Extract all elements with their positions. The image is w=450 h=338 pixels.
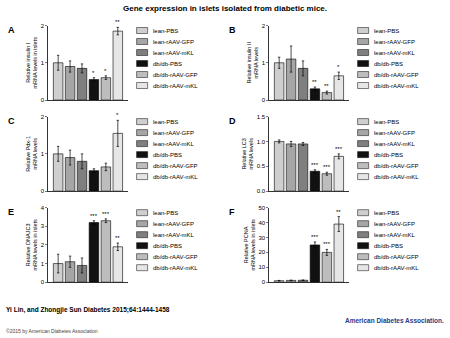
svg-text:Relative Pdx-1mRNA levels: Relative Pdx-1mRNA levels xyxy=(25,136,38,172)
svg-text:B: B xyxy=(229,25,236,35)
svg-text:20: 20 xyxy=(259,249,266,255)
svg-text:lean-PBS: lean-PBS xyxy=(153,210,178,216)
svg-text:db/db-rAAV-mKL: db/db-rAAV-mKL xyxy=(153,174,198,180)
svg-text:lean-rAAV-GFP: lean-rAAV-GFP xyxy=(153,221,194,227)
svg-text:db/db-rAAV-GFP: db/db-rAAV-GFP xyxy=(153,72,198,78)
svg-text:lean-PBS: lean-PBS xyxy=(153,119,178,125)
svg-text:lean-PBS: lean-PBS xyxy=(153,28,178,34)
svg-text:db/db-rAAV-mKL: db/db-rAAV-mKL xyxy=(374,174,419,180)
svg-text:db/db-PBS: db/db-PBS xyxy=(374,243,403,249)
svg-text:Relative PCNAmRNA levels in is: Relative PCNAmRNA levels in islets xyxy=(243,219,256,271)
svg-text:**: ** xyxy=(336,209,341,215)
svg-text:***: *** xyxy=(323,164,331,170)
svg-text:**: ** xyxy=(115,19,120,25)
svg-text:10: 10 xyxy=(259,264,266,270)
svg-text:***: *** xyxy=(335,146,343,152)
svg-text:lean-rAAV-GFP: lean-rAAV-GFP xyxy=(374,221,415,227)
svg-text:0.0: 0.0 xyxy=(257,188,266,194)
svg-text:lean-PBS: lean-PBS xyxy=(374,210,399,216)
svg-text:**: ** xyxy=(312,79,317,85)
svg-text:lean-rAAV-mKL: lean-rAAV-mKL xyxy=(153,232,195,238)
svg-text:lean-rAAV-mKL: lean-rAAV-mKL xyxy=(153,141,195,147)
svg-text:db/db-rAAV-GFP: db/db-rAAV-GFP xyxy=(153,254,198,260)
svg-text:©2015 by American Diabetes Ass: ©2015 by American Diabetes Association xyxy=(6,328,98,334)
svg-text:***: *** xyxy=(311,234,319,240)
svg-text:0: 0 xyxy=(262,97,266,103)
svg-text:Relative LC3mRNA levels: Relative LC3mRNA levels xyxy=(241,138,254,170)
svg-text:Yi Lin, and Zhongjie Sun Diabe: Yi Lin, and Zhongjie Sun Diabetes 2015;6… xyxy=(6,306,170,314)
svg-text:***: *** xyxy=(311,162,319,168)
svg-text:Relative insulin ImRNA levels: Relative insulin ImRNA levels in islets xyxy=(25,37,38,89)
svg-text:D: D xyxy=(229,116,236,126)
svg-text:db/db-rAAV-mKL: db/db-rAAV-mKL xyxy=(374,83,419,89)
svg-text:lean-rAAV-mKL: lean-rAAV-mKL xyxy=(153,50,195,56)
svg-text:*: * xyxy=(116,112,119,118)
svg-text:*: * xyxy=(104,68,107,74)
svg-text:db/db-PBS: db/db-PBS xyxy=(374,152,403,158)
svg-text:lean-rAAV-mKL: lean-rAAV-mKL xyxy=(374,141,416,147)
svg-text:1: 1 xyxy=(262,60,266,66)
svg-text:3: 3 xyxy=(41,223,45,229)
svg-text:***: *** xyxy=(90,213,98,219)
svg-text:**: ** xyxy=(324,83,329,89)
svg-text:1: 1 xyxy=(41,261,45,267)
svg-text:db/db-rAAV-mKL: db/db-rAAV-mKL xyxy=(153,265,198,271)
svg-text:lean-rAAV-mKL: lean-rAAV-mKL xyxy=(374,232,416,238)
svg-text:lean-rAAV-GFP: lean-rAAV-GFP xyxy=(153,39,194,45)
svg-text:db/db-PBS: db/db-PBS xyxy=(374,61,403,67)
svg-text:db/db-rAAV-GFP: db/db-rAAV-GFP xyxy=(374,254,419,260)
svg-text:0: 0 xyxy=(41,97,45,103)
svg-text:db/db-PBS: db/db-PBS xyxy=(153,243,182,249)
svg-text:Relative insulin IImRNA levels: Relative insulin IImRNA levels xyxy=(246,42,259,84)
svg-text:db/db-PBS: db/db-PBS xyxy=(153,152,182,158)
svg-text:lean-rAAV-mKL: lean-rAAV-mKL xyxy=(374,50,416,56)
svg-text:4: 4 xyxy=(41,205,45,211)
svg-text:1: 1 xyxy=(41,151,45,157)
svg-text:0: 0 xyxy=(41,279,45,285)
svg-text:A: A xyxy=(8,25,15,35)
svg-text:lean-PBS: lean-PBS xyxy=(374,119,399,125)
svg-text:30: 30 xyxy=(259,235,266,241)
svg-text:Gene expression in islets isol: Gene expression in islets isolated from … xyxy=(123,4,327,13)
svg-text:***: *** xyxy=(323,241,331,247)
svg-text:2: 2 xyxy=(41,23,45,29)
svg-text:40: 40 xyxy=(259,220,266,226)
svg-text:2: 2 xyxy=(262,23,266,29)
svg-text:American Diabetes Association.: American Diabetes Association. xyxy=(345,317,444,324)
svg-text:db/db-rAAV-mKL: db/db-rAAV-mKL xyxy=(153,83,198,89)
svg-text:1.5: 1.5 xyxy=(257,114,266,120)
svg-text:db/db-rAAV-GFP: db/db-rAAV-GFP xyxy=(153,163,198,169)
svg-text:0.5: 0.5 xyxy=(257,163,266,169)
svg-text:2: 2 xyxy=(41,114,45,120)
svg-text:**: ** xyxy=(115,235,120,241)
svg-text:F: F xyxy=(229,207,235,217)
svg-text:db/db-rAAV-GFP: db/db-rAAV-GFP xyxy=(374,72,419,78)
svg-text:0: 0 xyxy=(41,188,45,194)
svg-text:0: 0 xyxy=(262,279,266,285)
svg-text:lean-rAAV-GFP: lean-rAAV-GFP xyxy=(374,39,415,45)
svg-text:db/db-rAAV-mKL: db/db-rAAV-mKL xyxy=(374,265,419,271)
svg-text:2: 2 xyxy=(41,242,45,248)
svg-text:*: * xyxy=(92,70,95,76)
svg-text:lean-rAAV-GFP: lean-rAAV-GFP xyxy=(374,130,415,136)
svg-text:C: C xyxy=(8,116,15,126)
svg-text:1.0: 1.0 xyxy=(257,139,266,145)
svg-text:50: 50 xyxy=(259,205,266,211)
svg-text:E: E xyxy=(8,207,14,217)
svg-text:lean-PBS: lean-PBS xyxy=(374,28,399,34)
svg-text:1: 1 xyxy=(41,60,45,66)
svg-text:Relative DNAJC3mRNA levels in: Relative DNAJC3mRNA levels in islets xyxy=(25,219,38,271)
svg-text:lean-rAAV-GFP: lean-rAAV-GFP xyxy=(153,130,194,136)
svg-text:db/db-PBS: db/db-PBS xyxy=(153,61,182,67)
svg-text:db/db-rAAV-GFP: db/db-rAAV-GFP xyxy=(374,163,419,169)
svg-text:*: * xyxy=(337,64,340,70)
svg-text:***: *** xyxy=(102,211,110,217)
